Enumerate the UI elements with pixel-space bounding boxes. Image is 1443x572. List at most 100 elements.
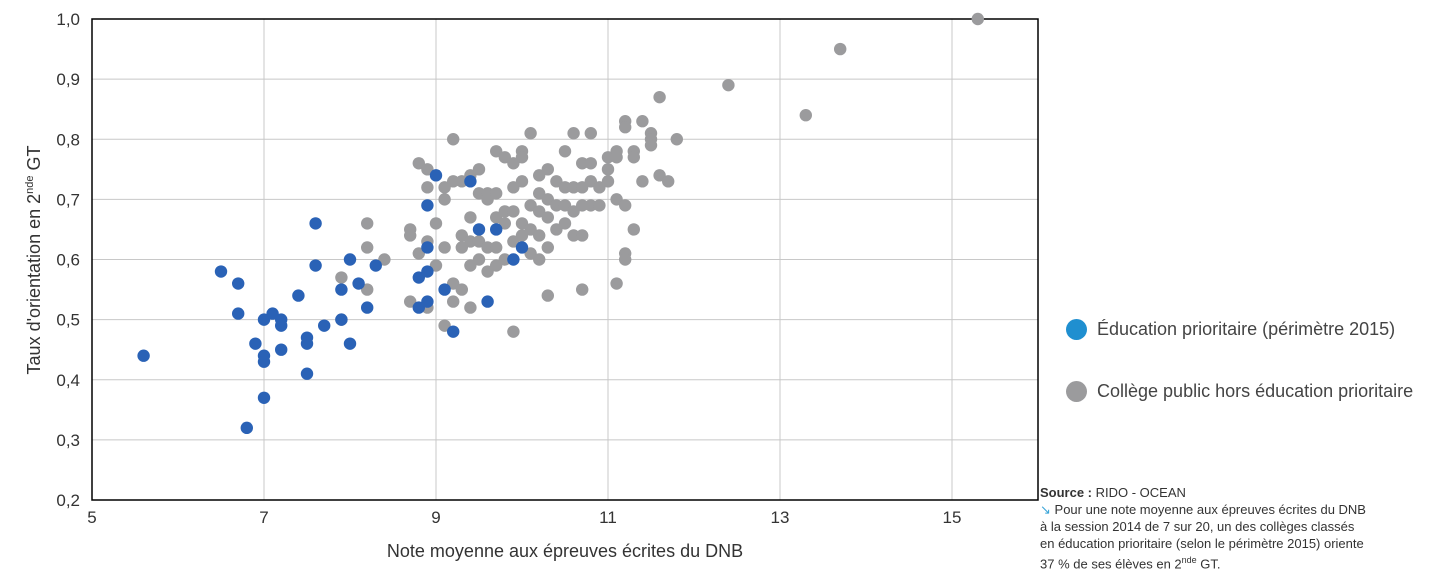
- point-priority: [232, 307, 245, 320]
- point-public: [438, 319, 451, 332]
- point-priority: [309, 217, 322, 230]
- point-public: [498, 217, 511, 230]
- point-public: [610, 277, 623, 290]
- point-public: [627, 223, 640, 236]
- point-priority: [421, 241, 434, 254]
- point-public: [447, 295, 460, 308]
- point-public: [490, 241, 503, 254]
- y-tick-label: 0,3: [56, 431, 80, 450]
- point-priority: [438, 283, 451, 296]
- point-priority: [361, 301, 374, 314]
- y-tick-label: 0,6: [56, 251, 80, 270]
- y-tick-label: 0,4: [56, 371, 80, 390]
- point-public: [361, 283, 374, 296]
- point-public: [550, 199, 563, 212]
- point-public: [576, 157, 589, 170]
- point-public: [567, 127, 580, 140]
- point-public: [524, 247, 537, 260]
- note-line-4: 37 % de ses élèves en 2nde GT.: [1040, 552, 1443, 572]
- point-public: [447, 175, 460, 188]
- y-tick-label: 1,0: [56, 10, 80, 29]
- point-public: [541, 163, 554, 176]
- point-public: [412, 157, 425, 170]
- point-priority: [309, 259, 322, 272]
- point-public: [576, 199, 589, 212]
- point-priority: [335, 283, 348, 296]
- point-public: [533, 169, 546, 182]
- point-priority: [464, 175, 477, 188]
- point-public: [498, 253, 511, 266]
- point-public: [447, 133, 460, 146]
- point-priority: [490, 223, 503, 236]
- point-public: [550, 223, 563, 236]
- point-public: [971, 12, 984, 26]
- data-points: [137, 12, 984, 435]
- point-public: [429, 217, 443, 230]
- point-public: [472, 187, 486, 200]
- point-priority: [292, 289, 305, 302]
- point-public: [576, 181, 589, 194]
- point-public: [541, 211, 554, 224]
- point-public: [404, 229, 417, 242]
- point-public: [653, 90, 666, 104]
- point-public: [619, 199, 632, 212]
- point-priority: [421, 265, 434, 278]
- point-public: [533, 187, 546, 200]
- point-priority: [232, 277, 245, 290]
- source-note: Source : RIDO - OCEAN ↘ Pour une note mo…: [1040, 484, 1443, 572]
- point-public: [490, 187, 503, 200]
- point-public: [541, 193, 554, 206]
- point-public: [670, 133, 683, 146]
- point-public: [507, 157, 520, 170]
- point-public: [550, 175, 563, 188]
- point-public: [584, 199, 597, 212]
- point-public: [507, 235, 520, 248]
- point-public: [524, 199, 537, 212]
- point-public: [472, 235, 486, 248]
- point-public: [481, 193, 494, 206]
- point-priority: [447, 325, 460, 338]
- point-public: [490, 259, 503, 272]
- legend-dot-public-icon: [1066, 380, 1087, 402]
- point-priority: [257, 355, 271, 368]
- point-priority: [343, 253, 357, 266]
- point-public: [421, 181, 434, 194]
- point-public: [662, 175, 675, 188]
- scatter-chart: 0,2 0,3 0,4 0,5 0,6 0,7 0,8 0,9 1,0 5 7 9 11 13 15 Not…: [24, 10, 1039, 561]
- point-public: [619, 121, 632, 134]
- point-public: [567, 229, 580, 242]
- note-line-2: à la session 2014 de 7 sur 20, un des co…: [1040, 519, 1355, 534]
- point-public: [593, 181, 606, 194]
- point-public: [524, 127, 537, 140]
- point-public: [584, 175, 597, 188]
- y-axis-title-main: Taux d'orientation en 2: [24, 194, 44, 375]
- point-public: [429, 259, 443, 272]
- point-public: [636, 115, 649, 128]
- point-public: [464, 235, 477, 248]
- point-public: [421, 163, 434, 176]
- point-priority: [275, 313, 288, 326]
- point-priority: [515, 241, 529, 254]
- legend-item-priority: Éducation prioritaire (périmètre 2015): [1066, 312, 1443, 346]
- tick-labels: 0,2 0,3 0,4 0,5 0,6 0,7 0,8 0,9 1,0 5 7 9 11 13 15: [56, 10, 961, 527]
- point-public: [361, 241, 374, 254]
- point-public: [438, 241, 451, 254]
- point-public: [455, 283, 468, 296]
- y-axis-title: Taux d'orientation en 2nde GT: [24, 146, 44, 375]
- point-priority: [214, 265, 228, 278]
- point-public: [490, 211, 503, 224]
- point-priority: [421, 199, 434, 212]
- point-public: [455, 241, 468, 254]
- point-priority: [249, 337, 262, 350]
- x-tick-label: 11: [599, 508, 617, 527]
- y-axis-title-end: GT: [24, 146, 44, 176]
- point-public: [627, 151, 640, 164]
- point-priority: [343, 337, 357, 350]
- point-priority: [481, 295, 494, 308]
- legend: Éducation prioritaire (périmètre 2015) C…: [1066, 312, 1443, 436]
- point-priority: [275, 343, 288, 356]
- y-tick-label: 0,2: [56, 491, 80, 510]
- point-priority: [300, 367, 314, 380]
- point-public: [601, 151, 615, 164]
- note-line-4-sup: nde: [1181, 555, 1197, 565]
